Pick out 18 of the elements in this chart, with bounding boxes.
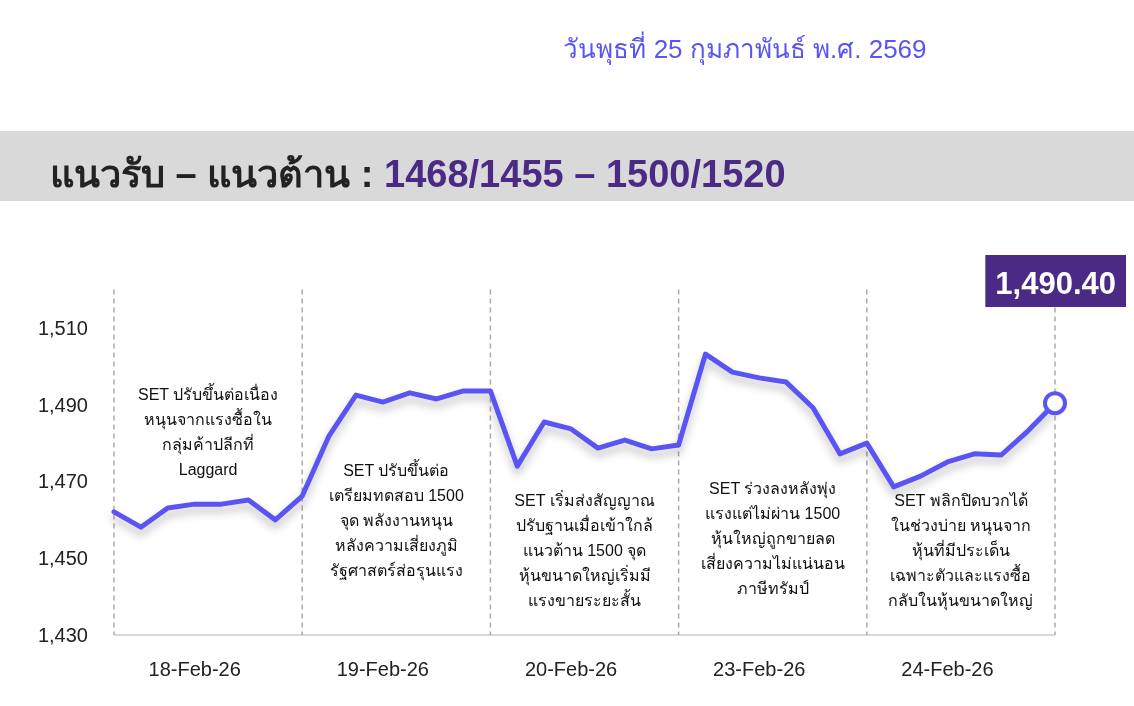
x-tick-label: 24-Feb-26 <box>901 658 994 680</box>
chart-title: แนวรับ – แนวต้าน : 1468/1455 – 1500/1520 <box>50 153 786 195</box>
y-tick-label: 1,510 <box>37 316 88 339</box>
x-tick-label: 18-Feb-26 <box>148 658 241 680</box>
x-tick-label: 23-Feb-26 <box>713 658 806 680</box>
y-tick-label: 1,490 <box>37 393 88 416</box>
y-tick-label: 1,470 <box>37 470 88 493</box>
annotation: SET พลิกปิดบวกได้ ในช่วงบ่าย หนุนจาก หุ้นที่มีประเด็น เฉพาะตัวและแรงซื้อ กลับในหุ้นขนาดใหญ่ <box>888 491 1034 611</box>
x-tick-label: 19-Feb-26 <box>336 658 429 680</box>
y-tick-label: 1,430 <box>37 624 88 646</box>
chart-subtitle: วันพุธที่ 25 กุมภาพันธ์ พ.ศ. 2569 <box>563 31 927 65</box>
x-tick-label: 20-Feb-26 <box>524 658 618 680</box>
y-tick-label: 1,450 <box>37 547 88 570</box>
annotation: SET ปรับขึ้นต่อ เตรียมทดสอบ 1500 จุด พลังงานหนุน หลังความเสี่ยงภูมิ รัฐศาสตร์ส่อรุนแรง <box>328 459 464 581</box>
annotation: SET เริ่มส่งสัญญาณ ปรับฐานเมื่อเข้าใกล้ แนวต้าน 1500 จุด หุ้นขนาดใหญ่เริ่มมี แรงขายระยะสั้น <box>514 489 655 609</box>
annotation: SET ปรับขึ้นต่อเนื่อง หนุนจากแรงซื้อใน กลุ่มค้าปลีกที่ Laggard <box>137 383 279 478</box>
annotation: SET ร่วงลงหลังพุ่ง แรงแต่ไม่ผ่าน 1500 หุ้นใหญ่ถูกขายลด เสี่ยงความไม่แน่นอน ภาษีทรัมป์ <box>700 480 845 597</box>
annotation: 1,490.40 <box>995 266 1116 301</box>
